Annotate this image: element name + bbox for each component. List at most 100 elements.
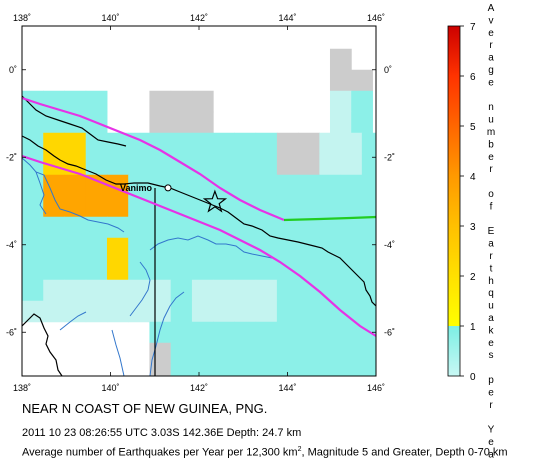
grid-cell [298, 132, 320, 155]
map-content [22, 48, 376, 376]
legend-title-letter: E [488, 226, 495, 237]
grid-cell [22, 279, 44, 302]
grid-cell [170, 342, 193, 365]
grid-cell [276, 342, 299, 365]
lon-tick-label-top: 138˚ [13, 13, 31, 23]
grid-cell [340, 279, 363, 302]
grid-cell [106, 195, 129, 218]
grid-cell [340, 321, 363, 344]
grid-cell [149, 90, 172, 113]
grid-cell [43, 132, 65, 155]
grid-cell [170, 237, 193, 260]
grid-cell [319, 342, 342, 365]
grid-cell [234, 174, 257, 197]
seismicity-grid [22, 48, 376, 376]
grid-cell [43, 279, 65, 302]
event-details: 2011 10 23 08:26:55 UTC 3.03S 142.36E De… [22, 427, 302, 439]
legend-title-letter: u [488, 301, 494, 312]
legend-title-letter: n [488, 102, 494, 113]
grid-cell [319, 237, 342, 260]
grid-cell [85, 132, 108, 155]
grid-cell [64, 237, 87, 260]
grid-cell [361, 216, 376, 239]
axis-ticks: 138˚ 138˚ 140˚ 140˚ 142˚ 142˚ 144˚ 144˚ 146˚ 146˚… [6, 13, 395, 393]
grid-cell [234, 321, 257, 344]
grid-cell [85, 195, 108, 218]
grid-cell [276, 153, 299, 176]
grid-cell [128, 195, 150, 218]
grid-cell [85, 258, 108, 281]
grid-cell [234, 279, 257, 302]
grid-cell [298, 216, 320, 239]
grid-cell [255, 342, 278, 365]
grid-cell [170, 363, 193, 376]
grid-cell [298, 279, 320, 302]
legend-tick-label: 1 [470, 322, 476, 333]
legend-tick-label: 7 [470, 22, 476, 33]
grid-cell [191, 132, 214, 155]
legend-title-letter: a [488, 313, 494, 324]
grid-cell [255, 321, 278, 344]
grid-cell [213, 342, 235, 365]
grid-cell [106, 300, 129, 323]
plate-boundary-north [22, 96, 285, 222]
legend-title-letter: e [488, 338, 494, 349]
grid-cell [191, 174, 214, 197]
grid-cell [329, 48, 352, 71]
legend-title-letter: o [488, 189, 494, 200]
grid-cell [191, 258, 214, 281]
grid-cell [255, 279, 278, 302]
grid-cell [213, 132, 235, 155]
legend-ticks: 0 1 2 3 4 5 6 7 [460, 22, 476, 383]
grid-cell [255, 363, 278, 376]
grid-cell [298, 342, 320, 365]
grid-cell [276, 237, 299, 260]
grid-cell [234, 300, 257, 323]
bird-head-coast [22, 95, 127, 147]
grid-cell [128, 279, 150, 302]
legend-title-letter: t [490, 263, 493, 274]
legend-title-letter: u [488, 115, 494, 126]
grid-cell [64, 132, 87, 155]
grid-cell [276, 363, 299, 376]
lon-tick-label-top: 142˚ [190, 13, 208, 23]
river-fly [59, 311, 87, 331]
grid-cell [276, 132, 299, 155]
legend-tick-label: 0 [470, 372, 476, 383]
legend-title-letter: A [488, 3, 495, 14]
lon-tick-label-top: 140˚ [101, 13, 119, 23]
grid-cell [64, 174, 87, 197]
grid-cell [170, 90, 193, 113]
grid-cell [213, 300, 235, 323]
grid-cell [351, 69, 373, 92]
grid-cell [170, 153, 193, 176]
legend-tick-label: 2 [470, 272, 476, 283]
grid-cell [340, 153, 363, 176]
grid-cell [255, 216, 278, 239]
grid-cell [351, 111, 373, 134]
grid-cell [319, 279, 342, 302]
lon-tick-label-bottom: 144˚ [278, 383, 296, 393]
grid-cell [85, 237, 108, 260]
grid-cell [149, 153, 172, 176]
grid-cell [340, 342, 363, 365]
grid-cell [255, 132, 278, 155]
river-sepik [149, 235, 273, 259]
grid-cell [170, 300, 193, 323]
lat-tick-label-left: -6˚ [6, 327, 17, 337]
plate-boundaries [22, 96, 376, 337]
grid-cell [276, 279, 299, 302]
grid-cell [234, 258, 257, 281]
grid-cell [43, 300, 65, 323]
grid-cell [106, 153, 129, 176]
grid-cell [276, 300, 299, 323]
grid-cell [43, 237, 65, 260]
grid-cell [64, 300, 87, 323]
grid-cell [319, 174, 342, 197]
region-title: NEAR N COAST OF NEW GUINEA, PNG. [22, 401, 268, 416]
legend-tick-label: 4 [470, 172, 476, 183]
legend-title-letter: e [488, 28, 494, 39]
legend-tick-label: 3 [470, 222, 476, 233]
grid-cell [149, 342, 172, 365]
plate-boundary-south [22, 154, 376, 337]
